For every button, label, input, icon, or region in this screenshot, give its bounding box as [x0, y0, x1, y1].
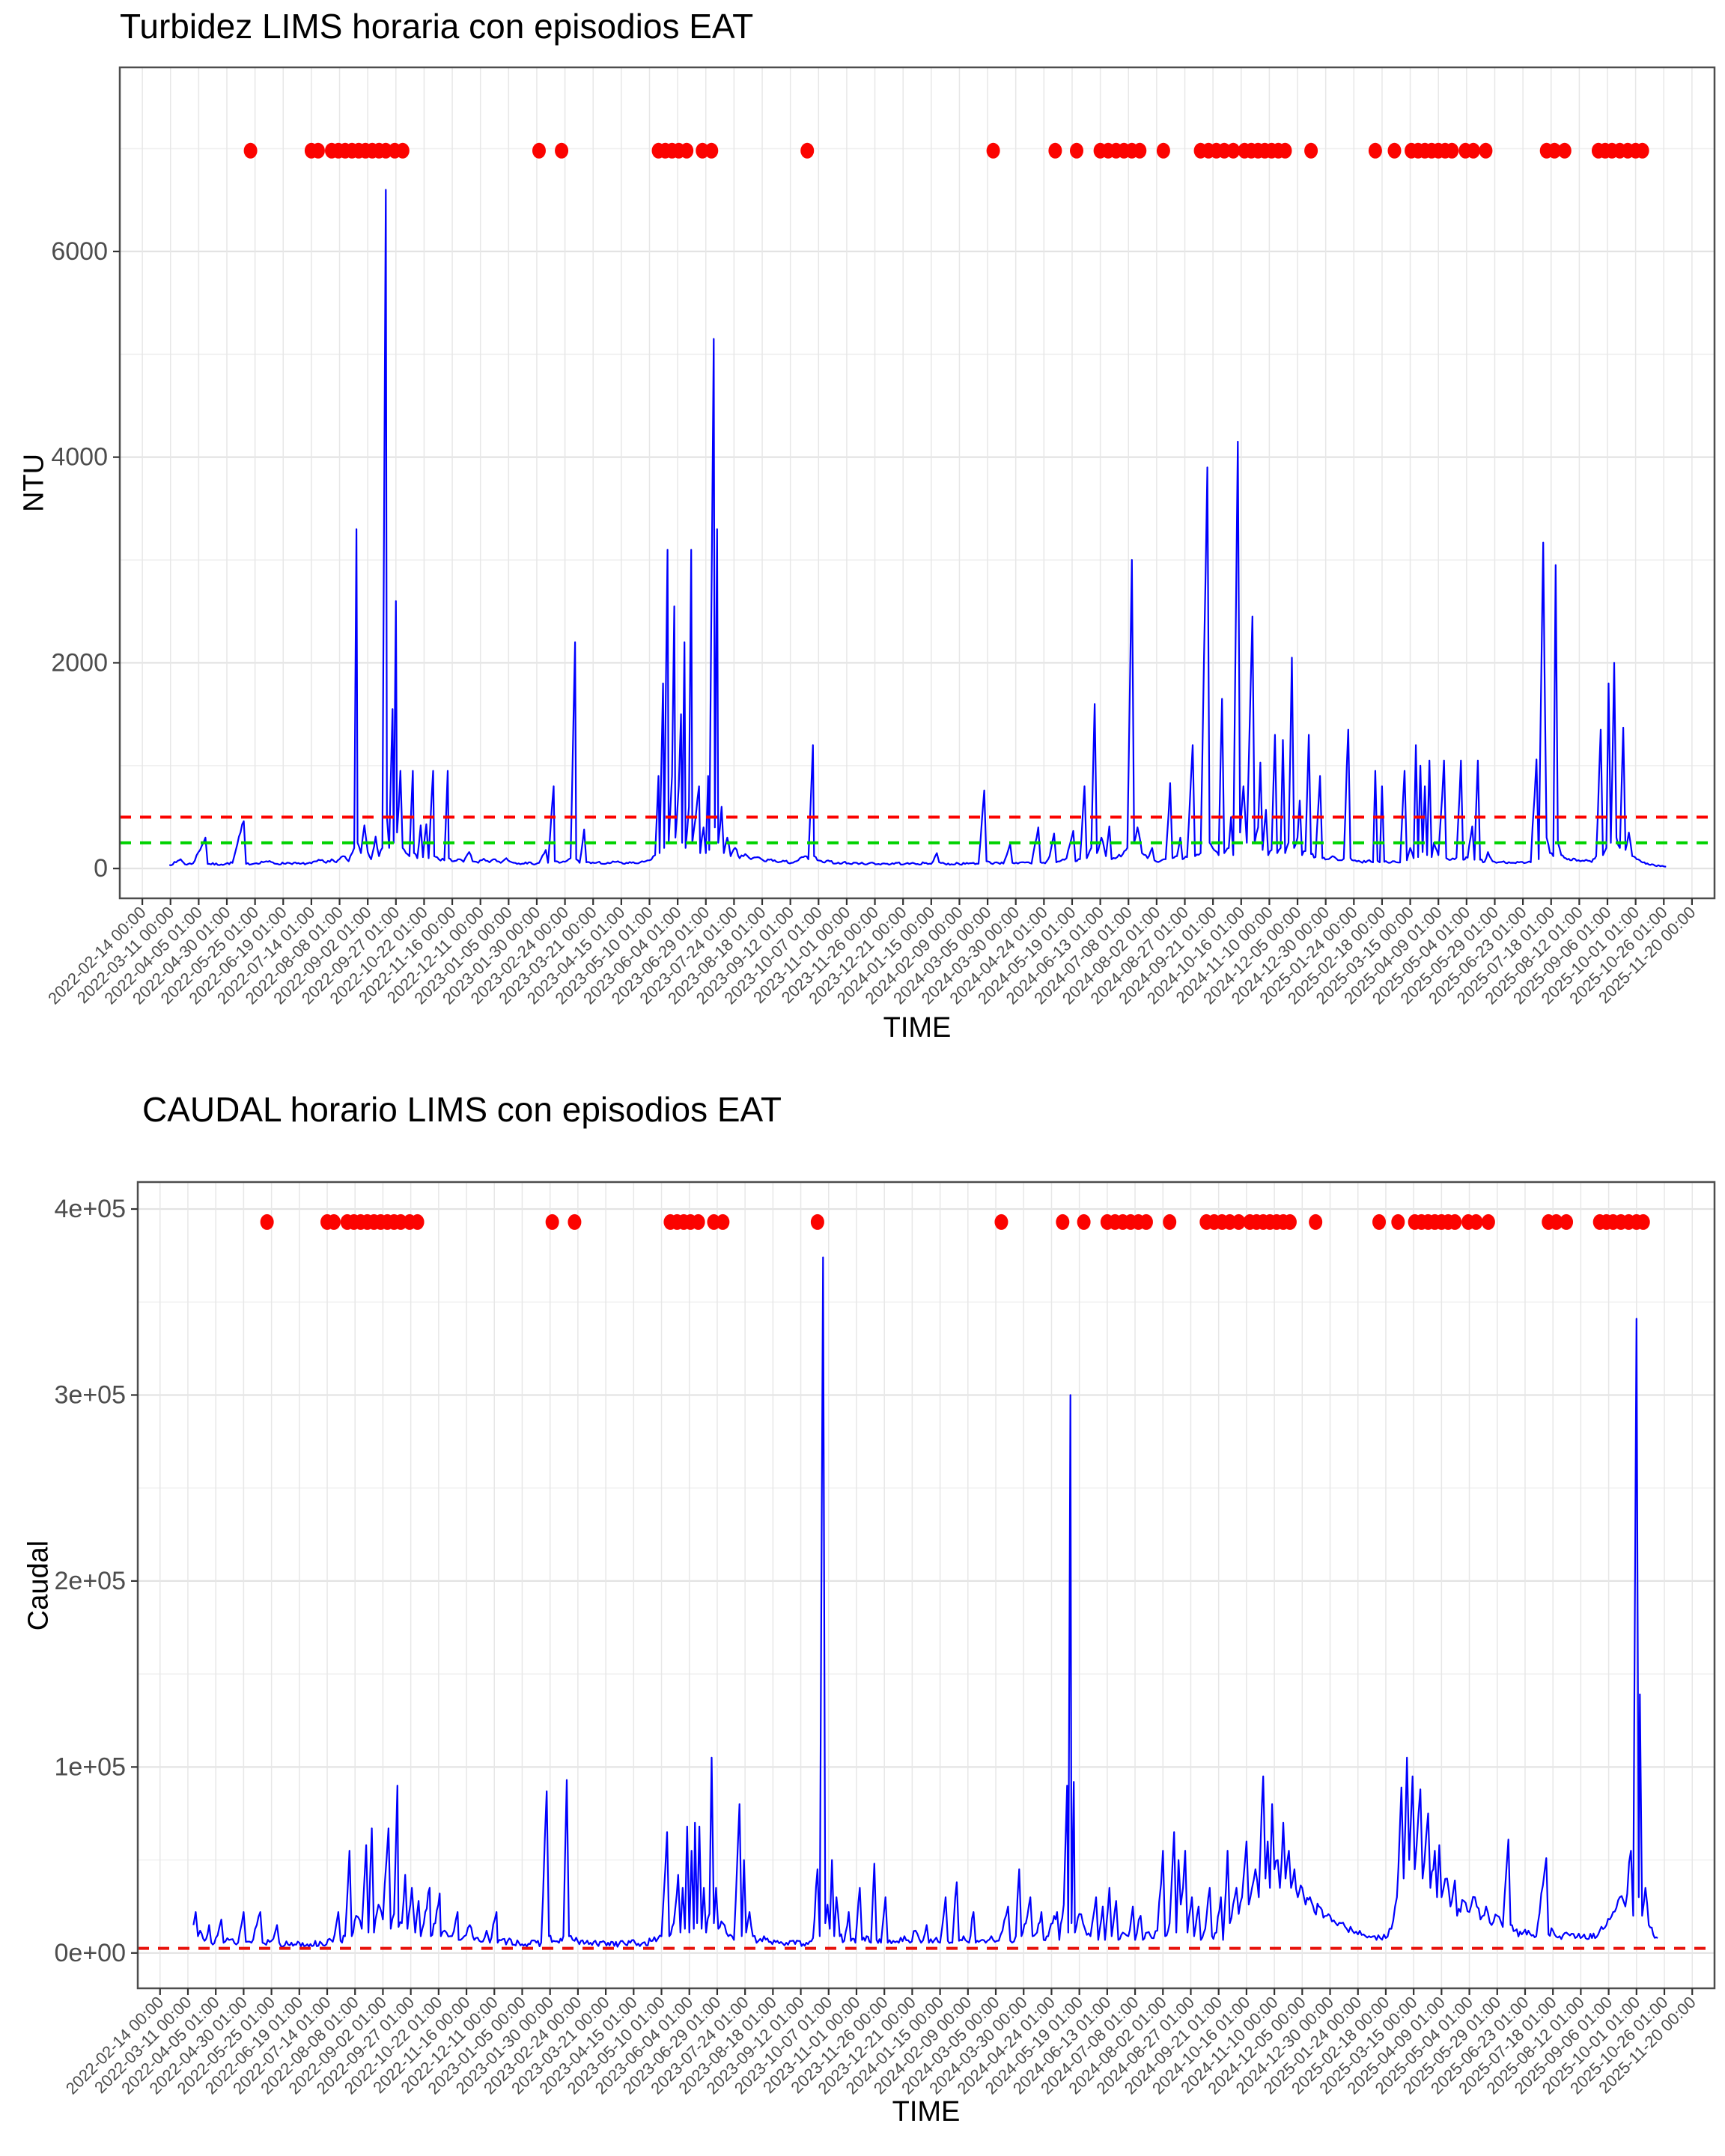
svg-text:4e+05: 4e+05: [55, 1195, 127, 1223]
svg-text:1e+05: 1e+05: [55, 1752, 127, 1781]
svg-text:0: 0: [94, 854, 108, 883]
panel-border: [136, 1181, 1716, 1990]
svg-text:0e+00: 0e+00: [55, 1939, 127, 1967]
svg-text:6000: 6000: [51, 237, 108, 266]
y-tick-labels: 0e+00 1e+05 2e+05 3e+05 4e+05: [55, 1195, 138, 1967]
panel-border: [118, 66, 1716, 900]
turbidity-x-axis-title: TIME: [883, 1012, 952, 1044]
caudal-x-axis-title: TIME: [892, 2096, 961, 2128]
caudal-chart-title: CAUDAL horario LIMS con episodios EAT: [142, 1090, 782, 1129]
svg-text:3e+05: 3e+05: [55, 1380, 127, 1409]
y-major-gridlines: [138, 1208, 1715, 1954]
threshold-lines: [120, 815, 1715, 844]
x-gridlines: [142, 67, 1693, 898]
series-line: [168, 189, 1667, 868]
episode-dots: [243, 142, 1649, 159]
episode-dots: [260, 1213, 1650, 1230]
series-line: [192, 1256, 1658, 1948]
y-minor-gridlines: [138, 1301, 1715, 1861]
turbidity-chart-title: Turbidez LIMS horaria con episodios EAT: [120, 7, 754, 46]
svg-text:4000: 4000: [51, 443, 108, 472]
svg-text:2000: 2000: [51, 648, 108, 677]
y-tick-labels: 0 2000 4000 6000: [51, 237, 120, 883]
svg-text:2e+05: 2e+05: [55, 1567, 127, 1595]
